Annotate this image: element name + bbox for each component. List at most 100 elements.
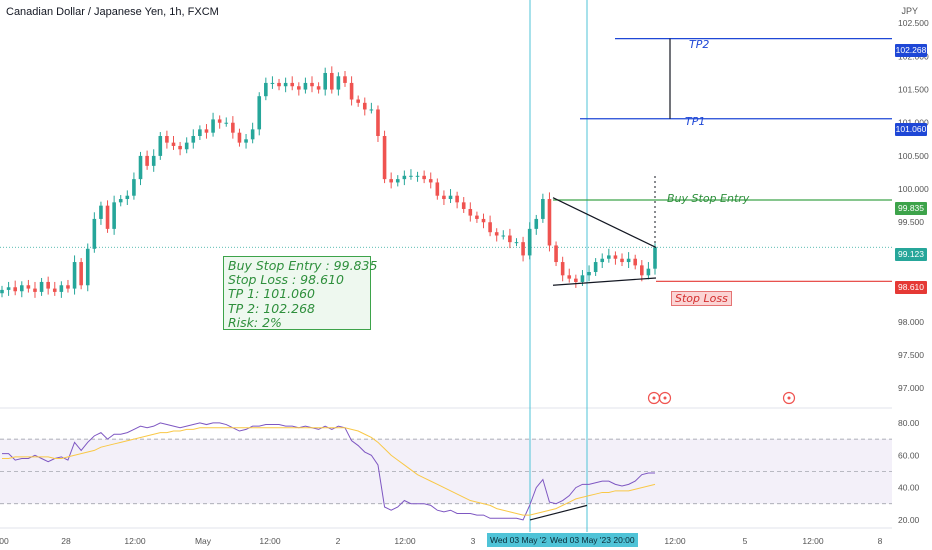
candle-body <box>19 285 24 292</box>
candle-body <box>257 96 262 130</box>
candle-body <box>468 208 473 216</box>
candle-body <box>428 179 433 183</box>
candle-body <box>633 258 638 266</box>
annotation-risk: Risk: 2% <box>228 314 282 330</box>
candle-body <box>389 179 393 183</box>
candle-body <box>316 86 321 90</box>
candle-body <box>501 235 506 237</box>
annotation-tp2: TP 2: 102.268 <box>228 300 315 316</box>
candle-body <box>336 76 341 90</box>
candle-body <box>422 175 426 180</box>
candle-body <box>475 215 479 219</box>
candle-body <box>593 262 598 272</box>
candle-body <box>508 235 512 243</box>
candle-body <box>527 228 532 256</box>
annotation-stop: Stop Loss : 98.610 <box>228 272 344 288</box>
candle-body <box>231 122 235 133</box>
candle-body <box>132 179 136 196</box>
candle-body <box>395 179 400 183</box>
candle-body <box>79 262 83 286</box>
candle-body <box>369 109 374 111</box>
candle-body <box>356 99 360 103</box>
price-tick-label: 102.500 <box>898 18 929 28</box>
candle-body <box>547 199 552 246</box>
candle-body <box>138 155 143 180</box>
candle-body <box>13 287 17 292</box>
candle-body <box>587 272 591 276</box>
candle-body <box>72 262 77 289</box>
candle-body <box>118 199 123 203</box>
trade-plan-annotation[interactable]: Buy Stop Entry : 99.835 Stop Loss : 98.6… <box>223 256 378 330</box>
annotation-tp1: TP 1: 101.060 <box>228 286 315 302</box>
price-tick-label: 97.500 <box>898 350 924 360</box>
candle-body <box>613 255 618 259</box>
symbol-title: Canadian Dollar / Japanese Yen, 1h, FXCM <box>6 6 219 18</box>
candle-body <box>607 255 611 259</box>
tp2-label: TP2 <box>689 38 710 51</box>
candle-body <box>237 132 242 143</box>
candle-body <box>270 82 275 84</box>
time-tick-label: 28 <box>61 536 71 546</box>
candle-body <box>461 202 466 209</box>
price-tick-label: 98.000 <box>898 317 924 327</box>
time-tick-label: 2 <box>336 536 341 546</box>
candle-body <box>349 82 354 100</box>
candle-body <box>376 109 380 136</box>
candle-body <box>85 248 90 286</box>
currency-label: JPY <box>901 6 918 16</box>
price-tick-label: 99.500 <box>898 217 924 227</box>
candle-body <box>277 82 281 87</box>
candle-body <box>92 218 97 249</box>
rsi-tick-label: 20.00 <box>898 515 920 525</box>
candle-body <box>640 265 644 276</box>
candle-body <box>488 222 492 233</box>
tp1-label: TP1 <box>685 115 706 128</box>
candle-body <box>409 175 413 177</box>
candle-body <box>191 136 196 143</box>
candle-body <box>283 82 288 87</box>
time-tick-label: 8 <box>878 536 883 546</box>
candle-body <box>626 258 631 263</box>
candle-body <box>448 195 453 200</box>
candle-body <box>554 245 558 263</box>
candle-body <box>66 285 70 289</box>
candle-body <box>514 242 519 244</box>
candle-body <box>534 218 539 229</box>
rsi-tick-label: 40.00 <box>898 483 920 493</box>
candle-body <box>580 275 585 282</box>
candle-body <box>442 195 446 200</box>
time-highlight-1: Wed 03 May '23 <box>487 533 554 547</box>
price-tick-label: 101.500 <box>898 85 929 95</box>
candle-body <box>290 82 295 87</box>
candle-body <box>560 262 565 276</box>
candle-body <box>112 202 116 229</box>
time-highlight-2: Wed 03 May '23 20:00 <box>547 533 638 547</box>
candle-body <box>171 142 176 146</box>
time-tick-label: 00 <box>0 536 9 546</box>
time-tick-label: 3 <box>471 536 476 546</box>
candle-body <box>435 182 440 196</box>
annotation-entry: Buy Stop Entry : 99.835 <box>228 258 378 273</box>
candle-body <box>250 129 255 140</box>
candle-body <box>99 205 103 219</box>
rsi-divergence-line <box>529 504 588 521</box>
price-tick-label: 97.000 <box>898 383 924 393</box>
candle-body <box>620 258 624 263</box>
rsi-tick-label: 60.00 <box>898 450 920 460</box>
candle-body <box>653 247 657 269</box>
candle-body <box>600 258 605 263</box>
candle-body <box>481 218 486 223</box>
stop-loss-label: Stop Loss <box>671 291 732 306</box>
candle-body <box>567 275 572 279</box>
candle-body <box>151 155 156 166</box>
price-tick-label: 101.000 <box>898 118 929 128</box>
event-marker-dot <box>663 396 667 400</box>
candle-body <box>145 155 149 166</box>
stop-price-tag: 98.610 <box>895 281 927 294</box>
candle-body <box>224 122 229 124</box>
tp2-price-tag: 102.268 <box>895 44 927 57</box>
candle-body <box>455 195 459 203</box>
time-tick-label: 12:00 <box>664 536 686 546</box>
